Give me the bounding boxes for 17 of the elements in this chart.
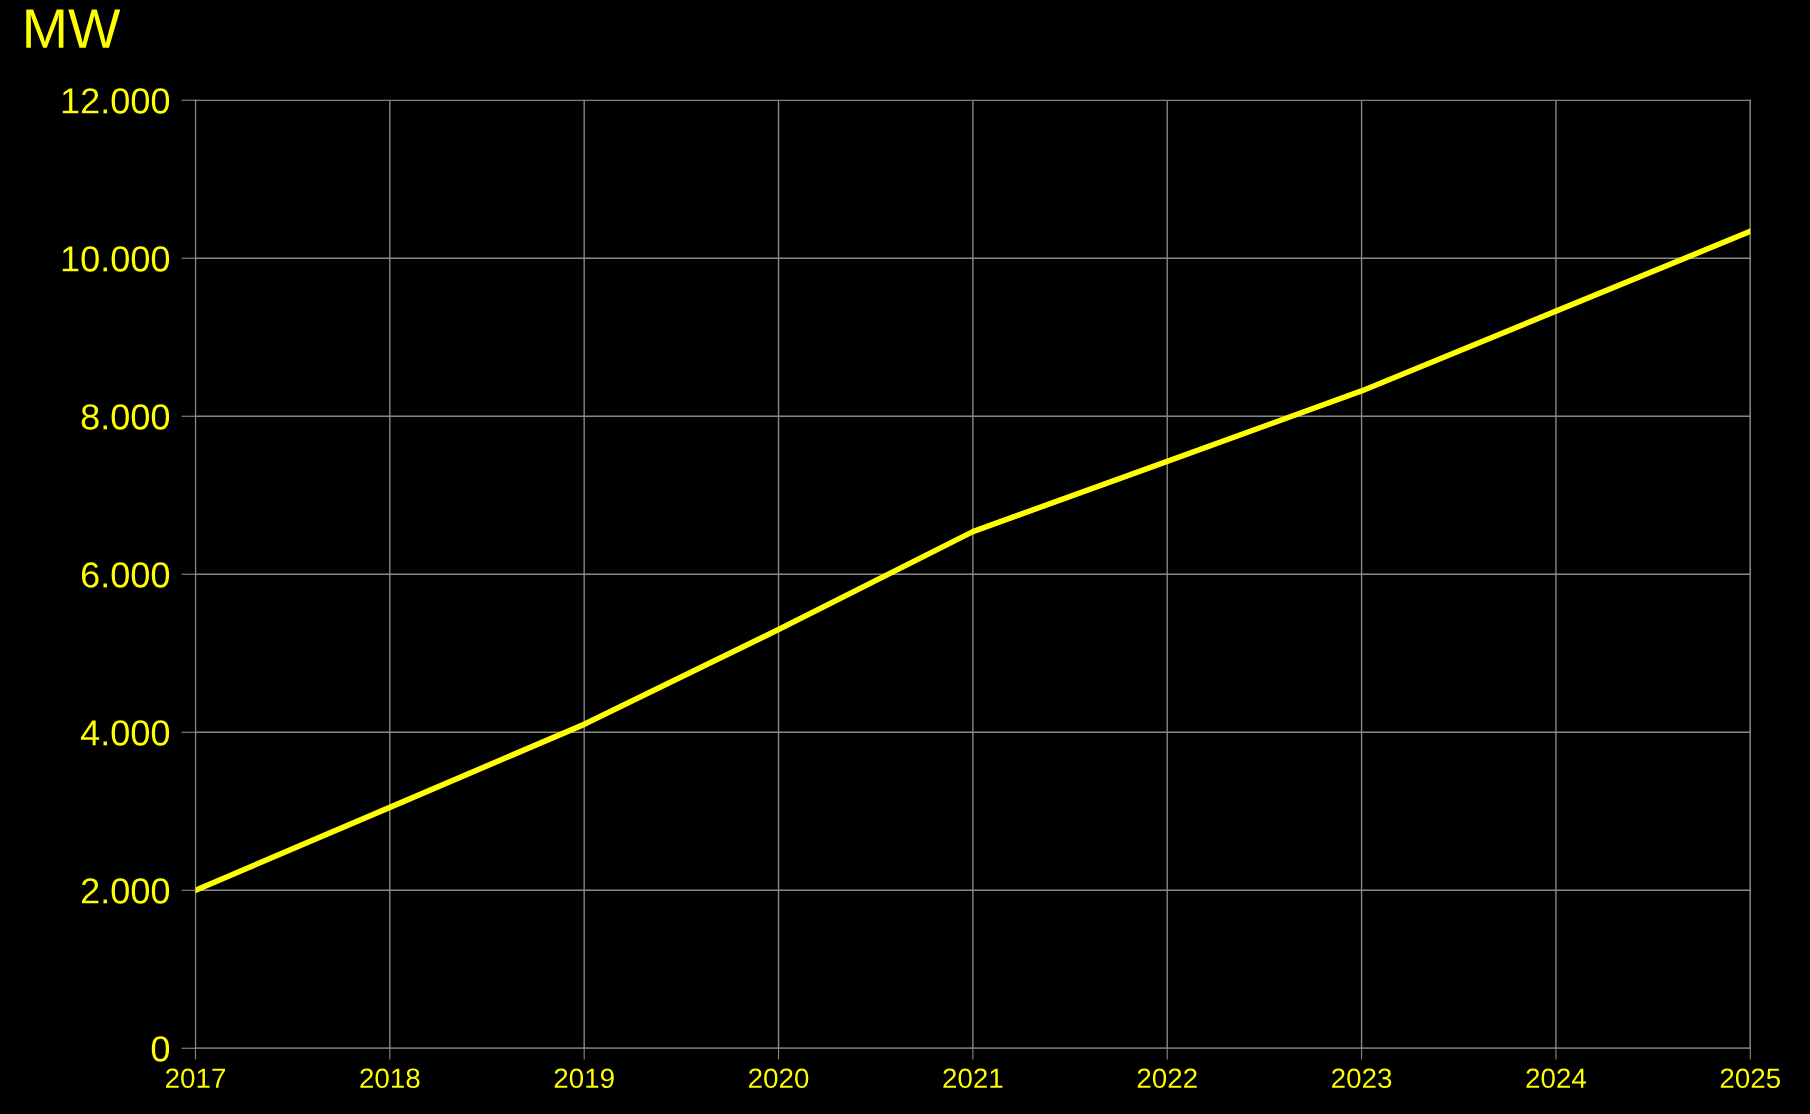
y-tick-label: 10.000 — [62, 246, 170, 272]
x-tick-label: 2020 — [749, 1068, 809, 1089]
x-tick-label: 2023 — [1332, 1068, 1392, 1089]
y-tick-label: 6.000 — [81, 562, 170, 588]
x-tick-label: 2017 — [165, 1068, 225, 1089]
y-tick-label: 8.000 — [81, 404, 170, 430]
y-axis-title: MW — [26, 9, 121, 48]
x-tick-label: 2019 — [554, 1068, 614, 1089]
y-tick-label: 2.000 — [81, 878, 170, 904]
y-tick-label: 4.000 — [80, 720, 170, 746]
x-tick-label: 2018 — [360, 1068, 420, 1089]
y-tick-label: 0 — [151, 1036, 170, 1062]
x-tick-label: 2022 — [1137, 1068, 1197, 1089]
x-tick-label: 2025 — [1720, 1068, 1781, 1089]
x-tick-label: 2021 — [943, 1068, 1003, 1089]
x-tick-label: 2024 — [1526, 1068, 1587, 1089]
y-tick-label: 12.000 — [62, 88, 170, 114]
